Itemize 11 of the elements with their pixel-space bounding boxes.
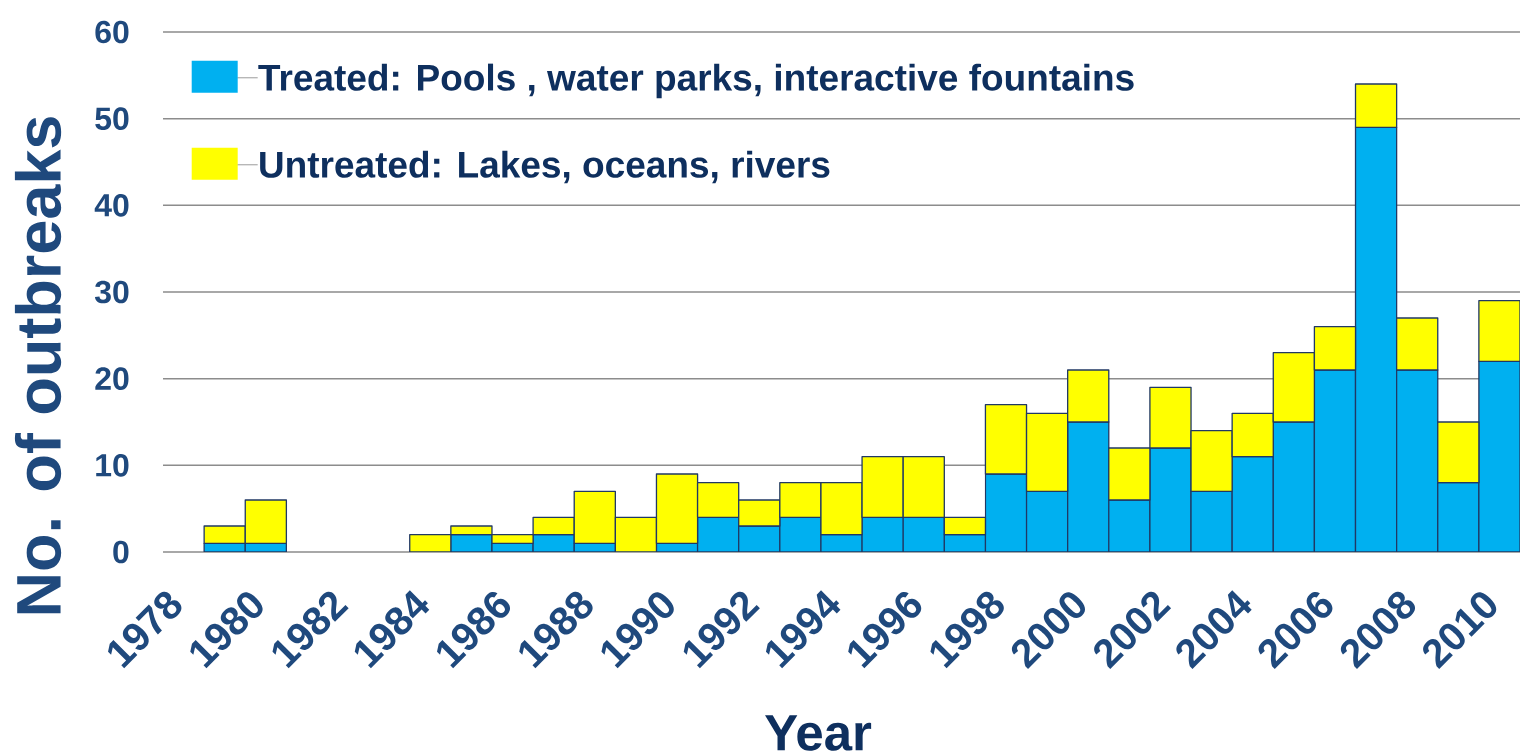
x-axis-title: Year [765, 715, 872, 751]
y-axis-title: No. of outbreaks [14, 117, 62, 614]
y-tick-label: 60 [95, 20, 129, 44]
y-tick-label: 30 [94, 280, 129, 304]
legend-label: Untreated: Lakes, oceans, rivers [260, 150, 830, 184]
legend-label: Treated: Pools , water parks, interactive fountains [258, 63, 1134, 99]
y-tick-label: 0 [113, 540, 129, 564]
y-tick-label: 50 [95, 107, 129, 130]
y-tick-label: 10 [96, 454, 129, 477]
y-tick-label: 20 [95, 367, 129, 390]
y-tick-label: 40 [94, 194, 129, 217]
